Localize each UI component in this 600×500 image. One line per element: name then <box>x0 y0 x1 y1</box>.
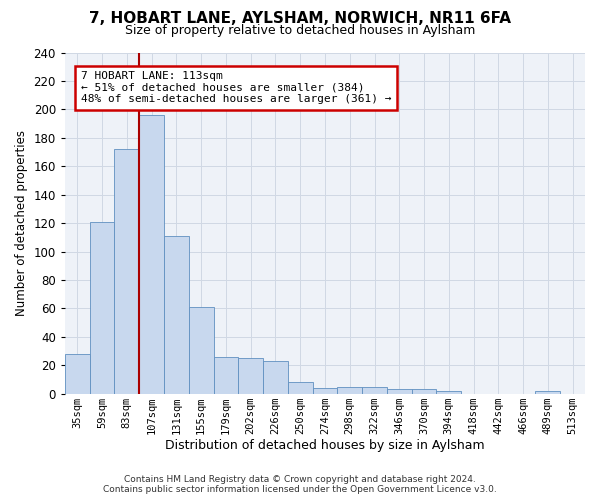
Text: Size of property relative to detached houses in Aylsham: Size of property relative to detached ho… <box>125 24 475 37</box>
Text: Contains HM Land Registry data © Crown copyright and database right 2024.
Contai: Contains HM Land Registry data © Crown c… <box>103 474 497 494</box>
Bar <box>214 356 238 394</box>
Bar <box>164 236 189 394</box>
Bar <box>115 149 139 394</box>
Bar <box>238 358 263 394</box>
Bar <box>263 361 288 394</box>
Bar <box>412 390 436 394</box>
Bar <box>313 388 337 394</box>
Bar <box>189 307 214 394</box>
Bar <box>535 391 560 394</box>
Text: 7 HOBART LANE: 113sqm
← 51% of detached houses are smaller (384)
48% of semi-det: 7 HOBART LANE: 113sqm ← 51% of detached … <box>80 72 391 104</box>
Bar <box>90 222 115 394</box>
Bar <box>362 386 387 394</box>
Bar <box>436 391 461 394</box>
Bar <box>65 354 90 394</box>
Bar <box>337 386 362 394</box>
Bar <box>288 382 313 394</box>
Text: 7, HOBART LANE, AYLSHAM, NORWICH, NR11 6FA: 7, HOBART LANE, AYLSHAM, NORWICH, NR11 6… <box>89 11 511 26</box>
Bar <box>387 390 412 394</box>
X-axis label: Distribution of detached houses by size in Aylsham: Distribution of detached houses by size … <box>165 440 485 452</box>
Bar <box>139 115 164 394</box>
Y-axis label: Number of detached properties: Number of detached properties <box>15 130 28 316</box>
